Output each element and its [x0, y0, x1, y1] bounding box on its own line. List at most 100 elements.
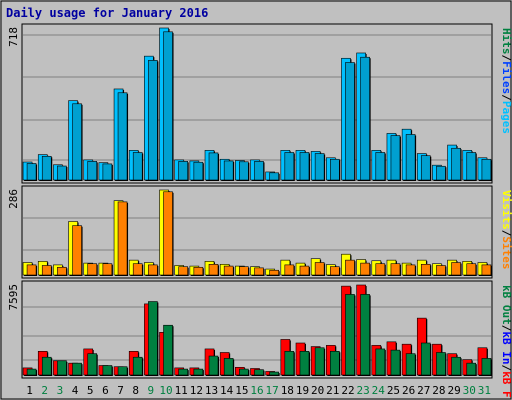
day-label-2: 2 [41, 384, 48, 397]
bar-files-day-2 [41, 155, 52, 181]
day-label-20: 20 [311, 384, 324, 397]
legend-text: / [500, 55, 512, 62]
bar-files-day-9 [148, 60, 158, 181]
bar-kb-out-day-25 [390, 349, 401, 376]
bar-kb-out-day-31 [481, 358, 492, 376]
legend-text: Sites [500, 236, 512, 269]
bar-files-day-18 [284, 152, 295, 181]
bar-sites-day-10 [163, 191, 173, 276]
bar-sites-day-18 [284, 264, 295, 276]
day-label-8: 8 [132, 384, 139, 397]
day-label-5: 5 [87, 384, 94, 397]
day-label-18: 18 [281, 384, 294, 397]
bar-kb-out-day-29 [451, 356, 461, 376]
day-label-14: 14 [220, 384, 234, 397]
day-label-30: 30 [463, 384, 476, 397]
day-label-7: 7 [117, 384, 124, 397]
legend-text: / [500, 230, 512, 237]
bar-kb-out-day-20 [314, 347, 325, 376]
bar-sites-day-25 [390, 263, 401, 276]
legend-text: / [500, 365, 512, 372]
bar-kb-out-day-19 [299, 351, 310, 376]
bar-kb-out-day-18 [284, 351, 295, 376]
bar-sites-day-2 [41, 265, 52, 276]
bar-kb-out-day-6 [102, 365, 113, 376]
bar-files-day-25 [390, 135, 401, 181]
bar-kb-out-day-5 [87, 353, 98, 376]
chart-title: Daily usage for January 2016 [6, 6, 209, 20]
bar-files-day-14 [223, 160, 234, 181]
bar-files-day-10 [163, 31, 173, 181]
day-label-24: 24 [372, 384, 386, 397]
day-label-10: 10 [159, 384, 172, 397]
day-label-11: 11 [175, 384, 188, 397]
bar-sites-day-20 [314, 262, 325, 276]
bar-kb-out-day-11 [178, 368, 188, 376]
day-label-12: 12 [190, 384, 203, 397]
day-label-9: 9 [148, 384, 155, 397]
bar-kb-out-day-13 [208, 355, 219, 376]
legend-text: kB F [500, 371, 512, 398]
bar-sites-day-28 [436, 265, 446, 276]
legend-text: Files [500, 61, 512, 94]
legend-text: Visits [500, 190, 512, 230]
bar-files-day-27 [420, 155, 431, 181]
bar-sites-day-27 [420, 264, 431, 276]
bar-files-day-7 [117, 92, 128, 181]
bar-sites-day-29 [451, 262, 461, 276]
bar-files-day-11 [178, 161, 188, 181]
bar-sites-day-31 [481, 264, 492, 276]
day-label-21: 21 [326, 384, 339, 397]
day-label-28: 28 [432, 384, 445, 397]
bar-kb-out-day-10 [163, 324, 173, 376]
bar-sites-day-4 [72, 225, 82, 276]
bar-sites-day-22 [345, 259, 355, 276]
panel-3-legend: kB Out/kB In/kB F [500, 285, 512, 398]
bar-kb-out-day-21 [330, 351, 340, 376]
bar-kb-out-day-8 [132, 356, 143, 376]
bar-files-day-28 [436, 165, 446, 181]
panel-2-frame [21, 185, 493, 279]
bar-sites-day-19 [299, 265, 310, 276]
panel-2-legend: Visits/Sites [500, 190, 512, 270]
day-label-13: 13 [205, 384, 218, 397]
bar-kb-out-day-16 [254, 369, 264, 376]
day-label-15: 15 [235, 384, 248, 397]
day-label-17: 17 [266, 384, 279, 397]
legend-text: / [500, 325, 512, 332]
bar-sites-day-9 [148, 264, 158, 276]
day-label-6: 6 [102, 384, 109, 397]
bar-kb-out-day-1 [26, 368, 37, 376]
bar-kb-out-day-2 [41, 356, 52, 376]
bar-kb-out-day-14 [223, 358, 234, 376]
day-label-3: 3 [57, 384, 64, 397]
bar-sites-day-23 [360, 262, 370, 276]
bar-files-day-29 [451, 147, 461, 181]
bar-kb-out-day-17 [269, 371, 279, 376]
bar-files-day-17 [269, 172, 279, 181]
bar-sites-day-16 [254, 267, 264, 276]
bar-sites-day-3 [57, 266, 67, 276]
bar-files-day-19 [299, 152, 310, 181]
bar-files-day-15 [239, 161, 249, 181]
day-label-19: 19 [296, 384, 309, 397]
bar-sites-day-8 [132, 263, 143, 276]
bar-files-day-16 [254, 161, 264, 181]
bar-kb-out-day-28 [436, 352, 446, 376]
bar-files-day-1 [26, 163, 37, 181]
bar-files-day-24 [375, 152, 386, 181]
legend-text: kB In [500, 331, 512, 364]
bar-files-day-31 [481, 158, 492, 181]
bar-kb-out-day-3 [57, 360, 67, 376]
bar-kb-out-day-26 [405, 353, 416, 376]
bar-files-day-23 [360, 56, 370, 181]
bar-sites-day-17 [269, 269, 279, 276]
bar-sites-day-24 [375, 263, 386, 276]
bar-files-day-6 [102, 163, 113, 181]
bar-sites-day-14 [223, 265, 234, 276]
bar-kb-out-day-7 [117, 366, 128, 376]
bar-sites-day-11 [178, 266, 188, 276]
bar-files-day-5 [87, 161, 98, 181]
